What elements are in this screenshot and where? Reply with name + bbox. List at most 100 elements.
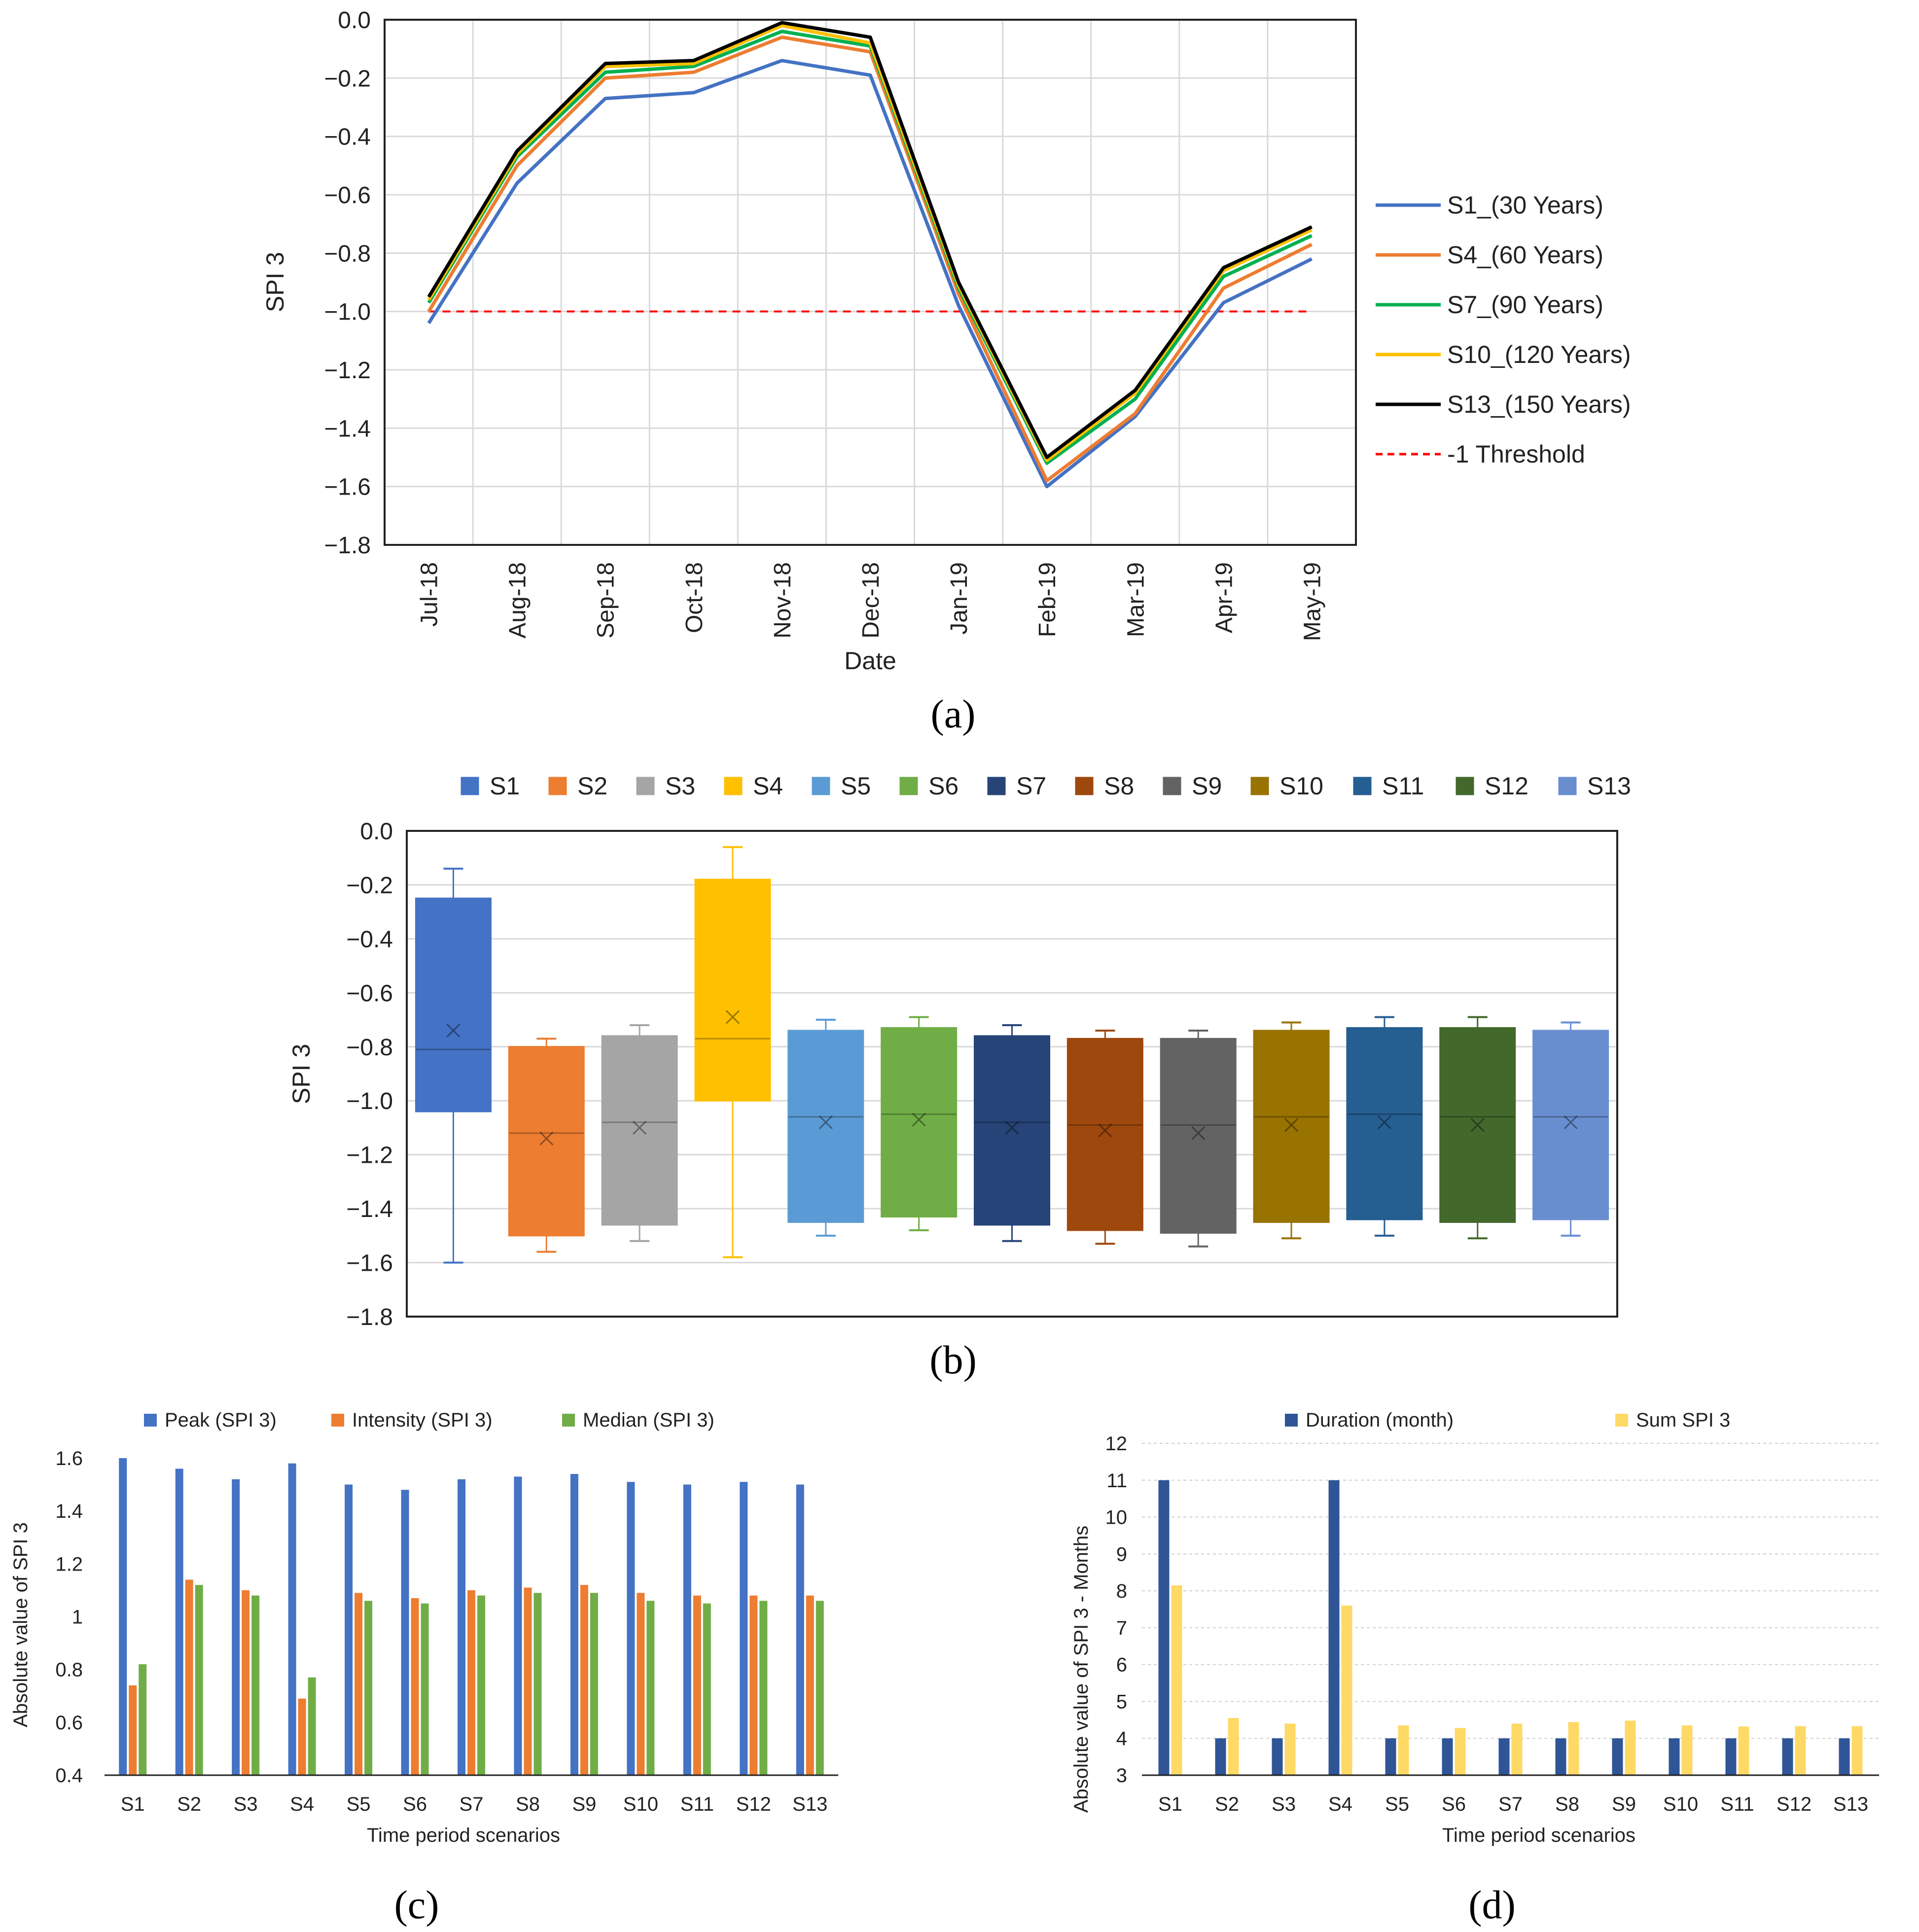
c-bar-intensity-spi-3-s1 xyxy=(129,1685,137,1775)
b-mean-marker xyxy=(446,1023,461,1038)
b-box-body xyxy=(415,897,492,1112)
d-bar-duration-month-s13 xyxy=(1839,1738,1850,1775)
b-ytick-label: 0.0 xyxy=(360,819,393,845)
a-xtick-label: Jan-19 xyxy=(946,562,972,635)
d-bar-duration-month-s8 xyxy=(1555,1738,1566,1775)
d-ytick-label: 11 xyxy=(1106,1470,1127,1492)
c-bar-median-spi-3-s2 xyxy=(195,1585,203,1775)
c-xtick-label: S4 xyxy=(290,1793,314,1815)
a-ytick-label: −1.2 xyxy=(324,358,371,384)
a-legend-label: -1 Threshold xyxy=(1447,440,1585,468)
d-bar-sum-spi-3-s8 xyxy=(1568,1722,1579,1775)
b-box-body xyxy=(1532,1030,1609,1220)
b-legend-swatch xyxy=(1456,777,1474,795)
d-xtick-label: S11 xyxy=(1720,1793,1754,1815)
b-box-s1 xyxy=(415,867,492,1264)
c-bar-intensity-spi-3-s5 xyxy=(355,1593,363,1775)
b-legend-swatch xyxy=(1075,777,1094,795)
c-bar-intensity-spi-3-s3 xyxy=(242,1590,250,1775)
c-bar-peak-spi-3-s6 xyxy=(401,1490,409,1775)
b-box-body xyxy=(601,1035,678,1226)
chart-c: Peak (SPI 3) Intensity (SPI 3) Median (SPI… xyxy=(10,1409,838,1927)
b-ytick-label: −1.8 xyxy=(346,1304,393,1330)
b-mean-marker xyxy=(633,1120,647,1135)
c-ylabel: Absolute value of SPI 3 xyxy=(10,1522,32,1727)
chart-d: Duration (month) Sum SPI 3 1211109876543 … xyxy=(1070,1409,1879,1927)
a-ytick-label: −0.8 xyxy=(324,241,371,267)
d-bar-duration-month-s12 xyxy=(1782,1738,1793,1775)
d-bar-duration-month-s3 xyxy=(1272,1738,1283,1775)
b-ytick-label: −0.4 xyxy=(346,927,393,953)
chart-a: 0.0−0.2−0.4−0.6−0.8−1.0−1.2−1.4−1.6−1.8 … xyxy=(261,7,1631,736)
c-bar-intensity-spi-3-s10 xyxy=(637,1593,645,1775)
b-box-s5 xyxy=(787,1019,864,1237)
a-xtick-label: Dec-18 xyxy=(858,562,884,639)
b-box-body xyxy=(508,1046,585,1237)
c-legend-label: Peak (SPI 3) xyxy=(165,1409,277,1431)
c-bar-median-spi-3-s8 xyxy=(533,1593,542,1775)
b-ytick-label: −1.6 xyxy=(346,1251,393,1277)
a-legend-label: S10_(120 Years) xyxy=(1447,341,1631,368)
b-legend-swatch xyxy=(636,777,655,795)
c-bar-median-spi-3-s3 xyxy=(251,1595,260,1775)
d-caption: (d) xyxy=(1468,1882,1516,1927)
d-ylabel: Absolute value of SPI 3 - Months xyxy=(1070,1526,1092,1813)
b-mean-marker xyxy=(539,1131,554,1145)
d-xtick-label: S12 xyxy=(1777,1793,1812,1815)
b-mean-marker xyxy=(1377,1115,1391,1130)
a-ytick-label: −1.0 xyxy=(324,299,371,325)
d-ytick-label: 4 xyxy=(1116,1728,1127,1750)
b-ytick-label: −1.0 xyxy=(346,1088,393,1114)
d-bar-sum-spi-3-s1 xyxy=(1171,1585,1182,1775)
c-bar-intensity-spi-3-s4 xyxy=(298,1698,306,1775)
c-bar-peak-spi-3-s12 xyxy=(740,1482,748,1775)
c-legend-swatch xyxy=(144,1414,157,1427)
c-bar-peak-spi-3-s10 xyxy=(627,1482,635,1775)
c-bar-peak-spi-3-s11 xyxy=(683,1484,691,1775)
a-ytick-label: 0.0 xyxy=(338,7,371,34)
d-xtick-label: S6 xyxy=(1442,1793,1466,1815)
a-xtick-label: Feb-19 xyxy=(1034,562,1061,637)
b-box-body xyxy=(1066,1038,1143,1231)
c-bar-median-spi-3-s6 xyxy=(421,1603,429,1775)
c-bar-peak-spi-3-s9 xyxy=(570,1474,578,1775)
c-bar-intensity-spi-3-s11 xyxy=(693,1595,701,1775)
b-mean-marker xyxy=(912,1112,926,1127)
a-xtick-label: Aug-18 xyxy=(505,562,531,639)
a-ytick-label: −0.2 xyxy=(324,66,371,92)
d-bar-duration-month-s5 xyxy=(1385,1738,1396,1775)
c-xtick-label: S12 xyxy=(736,1793,771,1815)
b-legend-label: S12 xyxy=(1485,772,1528,800)
b-legend-label: S4 xyxy=(753,772,783,800)
a-caption: (a) xyxy=(930,691,975,736)
b-box-s2 xyxy=(508,1038,585,1253)
d-bar-sum-spi-3-s11 xyxy=(1738,1726,1749,1775)
b-legend-label: S11 xyxy=(1382,772,1424,800)
d-xtick-label: S5 xyxy=(1385,1793,1409,1815)
d-bar-sum-spi-3-s9 xyxy=(1625,1720,1636,1775)
d-xtick-label: S7 xyxy=(1498,1793,1523,1815)
b-legend-swatch xyxy=(1558,777,1577,795)
d-bar-duration-month-s7 xyxy=(1498,1738,1510,1775)
d-bar-duration-month-s4 xyxy=(1328,1480,1340,1775)
c-bar-peak-spi-3-s2 xyxy=(175,1468,183,1775)
b-box-s12 xyxy=(1439,1016,1516,1240)
c-legend-label: Median (SPI 3) xyxy=(583,1409,714,1431)
c-bar-median-spi-3-s12 xyxy=(759,1601,768,1775)
b-legend-label: S6 xyxy=(928,772,959,800)
b-mean-marker xyxy=(1284,1118,1299,1132)
c-caption: (c) xyxy=(394,1882,439,1927)
b-box-s7 xyxy=(974,1024,1050,1242)
d-bar-sum-spi-3-s5 xyxy=(1398,1725,1409,1775)
a-ytick-label: −0.6 xyxy=(324,182,371,209)
b-legend-swatch xyxy=(899,777,918,795)
b-box-s4 xyxy=(694,846,771,1258)
d-xtick-label: S4 xyxy=(1328,1793,1352,1815)
c-bar-intensity-spi-3-s8 xyxy=(524,1587,532,1775)
a-series-line-s1-30-years xyxy=(427,59,1313,489)
c-xtick-label: S11 xyxy=(680,1793,714,1815)
c-ytick-label: 0.8 xyxy=(55,1659,83,1681)
b-legend-label: S7 xyxy=(1016,772,1046,800)
c-bar-median-spi-3-s13 xyxy=(816,1601,824,1775)
b-legend-label: S8 xyxy=(1104,772,1134,800)
